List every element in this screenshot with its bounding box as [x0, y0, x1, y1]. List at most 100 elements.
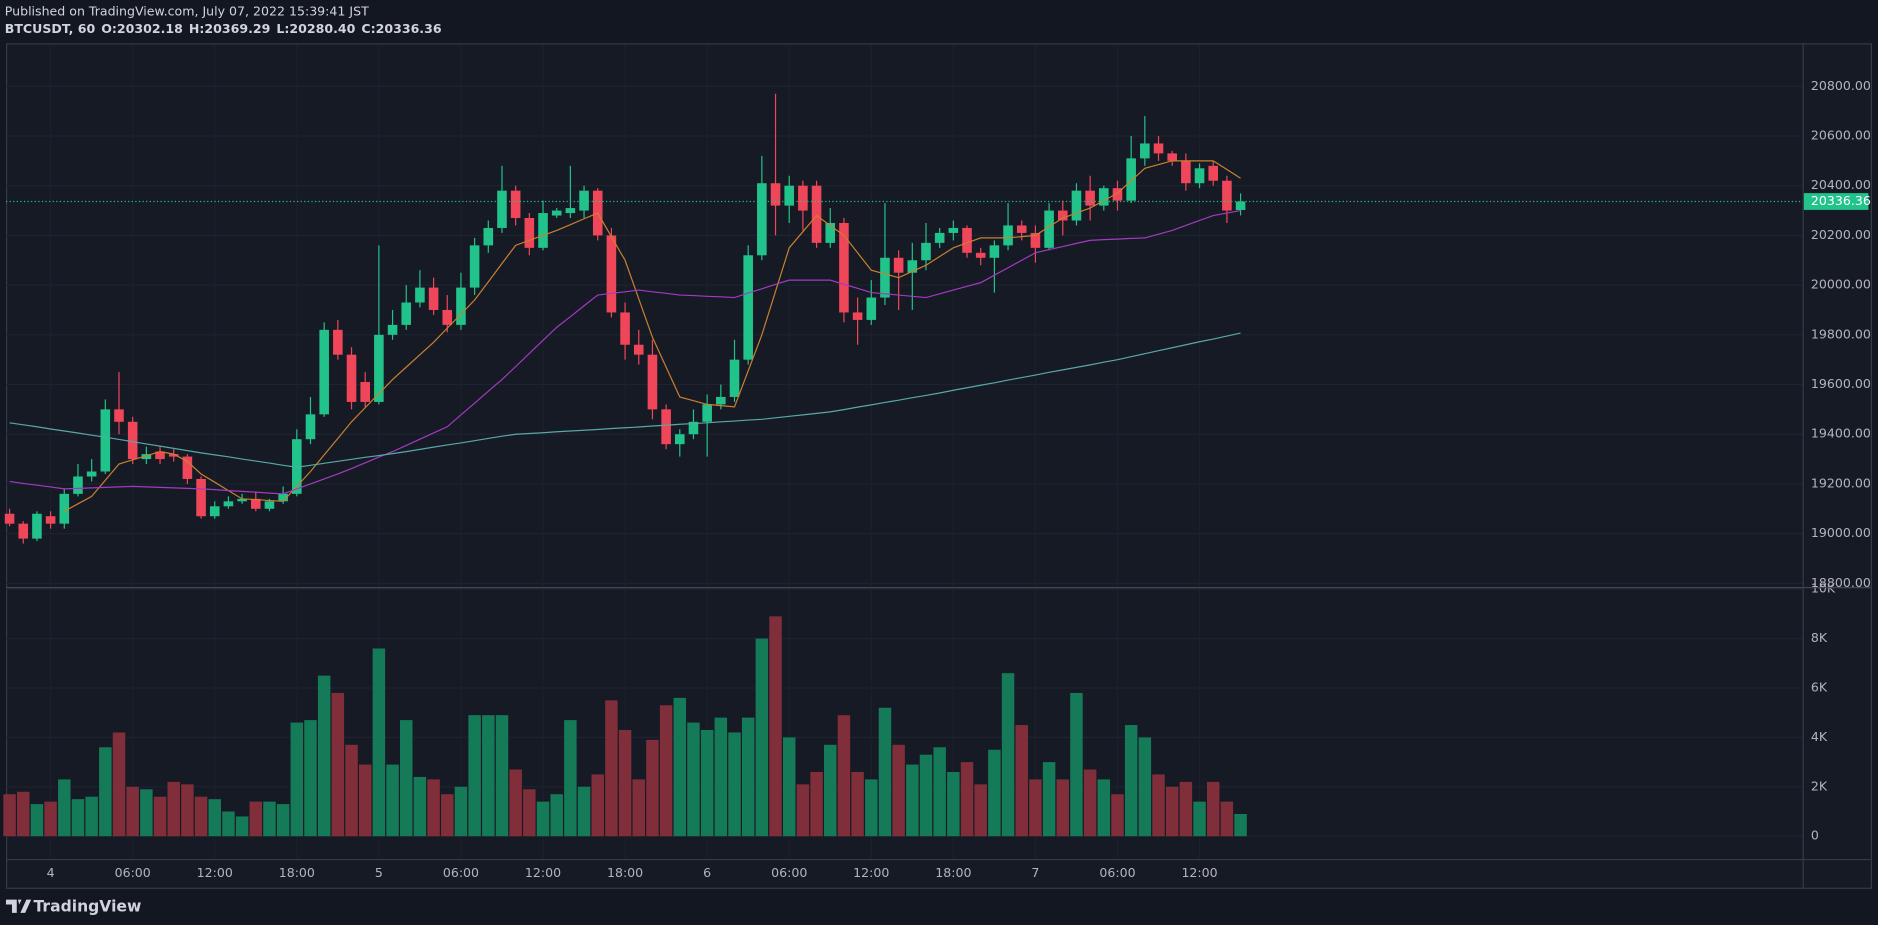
volume-bar [687, 722, 700, 837]
volume-bar [249, 801, 263, 837]
x-tick-label: 06:00 [443, 865, 479, 880]
volume-bar [71, 799, 85, 837]
candle-body [702, 404, 712, 422]
last-price-tag [1803, 193, 1869, 210]
symbol-line: BTCUSDT, 60 O:20302.18 H:20369.29 L:20280.4… [5, 20, 442, 35]
volume-bar [1015, 725, 1028, 837]
volume-bar [796, 784, 810, 837]
x-tick-label: 7 [1031, 865, 1039, 880]
candle-body [1194, 168, 1205, 184]
moving-average-line [64, 160, 1241, 512]
candle-body [716, 396, 726, 405]
moving-average-line [9, 209, 1241, 495]
volume-bar [960, 762, 974, 837]
candle-body [1126, 158, 1136, 201]
volume-bar [413, 776, 427, 837]
candle-body [45, 516, 56, 524]
volume-bar [1083, 769, 1097, 837]
volume-bar [523, 789, 536, 837]
candle-body [757, 183, 767, 256]
candle-body [510, 190, 521, 219]
volume-bar [673, 697, 687, 837]
volume-bar [112, 732, 126, 837]
candle-body [278, 493, 288, 502]
candle-body [729, 359, 740, 397]
volume-bar [304, 720, 317, 837]
volume-bar [577, 786, 591, 837]
volume-bar [714, 717, 728, 837]
x-tick-label: 06:00 [115, 865, 151, 880]
candle-body [1222, 180, 1232, 211]
volume-bar [824, 744, 837, 837]
volume-bar [509, 769, 522, 837]
volume-bar [30, 804, 44, 837]
candle-body [1140, 143, 1150, 159]
volume-bar [58, 779, 71, 837]
candle-body [237, 498, 247, 502]
volume-bar [372, 648, 386, 837]
candle-body [86, 471, 97, 477]
candle-body [155, 451, 165, 460]
candle-body [989, 245, 1000, 258]
x-tick-label: 4 [47, 865, 55, 880]
candle-body [866, 297, 877, 320]
volume-bar [1165, 786, 1179, 837]
ohlc-low: L:20280.40 [276, 20, 355, 35]
volume-bar [3, 794, 16, 837]
volume-bar [769, 616, 782, 837]
volume-bar [126, 786, 139, 837]
volume-bar [755, 638, 769, 837]
candle-body [319, 329, 329, 415]
candle-body [127, 421, 138, 460]
candle-body [811, 185, 822, 243]
candle-body [114, 409, 124, 422]
volume-bar [591, 774, 604, 837]
candle-body [209, 506, 220, 517]
y-tick-label: 19400.00 [1811, 426, 1871, 441]
volume-bar [988, 749, 1001, 837]
logo-mark [5, 899, 32, 913]
volume-bar [700, 729, 714, 837]
candle-body [168, 454, 179, 457]
candle-body [1235, 201, 1246, 211]
ohlc-open: O:20302.18 [101, 20, 183, 35]
x-tick-label: 12:00 [525, 865, 561, 880]
candle-body [798, 185, 808, 211]
volume-bar [222, 811, 235, 837]
y-tick-label: 19000.00 [1811, 525, 1871, 540]
volume-bar [358, 764, 372, 837]
volume-bar [454, 786, 468, 837]
candle-body [688, 421, 699, 435]
volume-bar [85, 796, 98, 837]
volume-bar [878, 707, 892, 837]
candle-body [1181, 160, 1191, 184]
candle-body [100, 409, 111, 472]
moving-average-line [9, 332, 1241, 468]
candle-body [346, 354, 357, 402]
volume-bar [1056, 779, 1070, 837]
candle-body [551, 210, 562, 216]
candle-body [387, 324, 398, 335]
volume-bar [1042, 762, 1056, 837]
candle-body [975, 252, 986, 258]
volume-bar [1179, 781, 1193, 837]
candle-body [1030, 232, 1041, 248]
volume-bar [1193, 801, 1206, 837]
candle-body [59, 493, 70, 524]
candle-body [633, 344, 644, 355]
candle-body [401, 302, 412, 325]
volume-bar [140, 789, 153, 837]
volume-bar [974, 784, 987, 837]
candle-body [1167, 153, 1177, 161]
candle-body [182, 456, 193, 479]
y-tick-label: 20600.00 [1811, 128, 1871, 143]
candle-body [497, 190, 507, 228]
x-tick-label: 06:00 [771, 865, 807, 880]
plot-area: 18800.00 19000.00 19200.00 19400.00 19600.00… [3, 44, 1871, 880]
volume-bar [810, 771, 823, 837]
volume-bar [276, 804, 290, 837]
candle-body [743, 255, 753, 360]
volume-bar [728, 732, 741, 837]
candle-body [647, 354, 658, 410]
